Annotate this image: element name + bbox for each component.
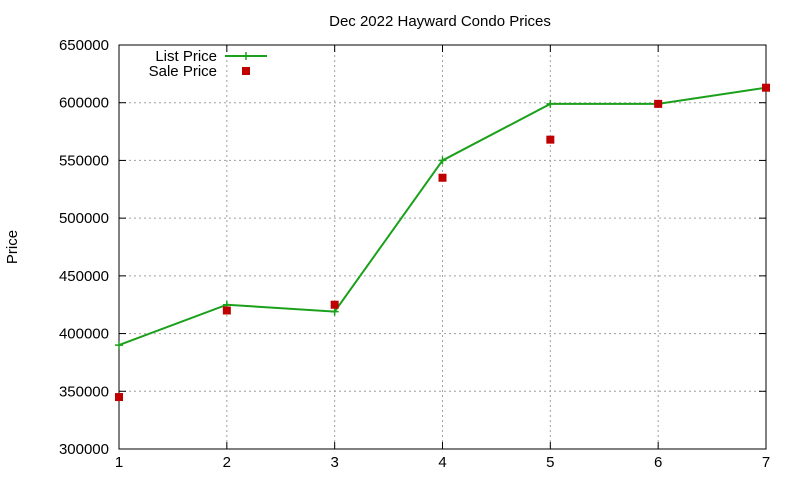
marker-list-price — [330, 307, 339, 316]
marker-list-price — [546, 99, 555, 108]
x-tick-label: 5 — [546, 454, 554, 471]
marker-list-price — [115, 341, 123, 350]
y-tick-label: 600000 — [59, 95, 109, 112]
marker-sale-price — [762, 83, 770, 92]
y-tick-label: 500000 — [59, 210, 109, 227]
series-layer — [115, 83, 770, 402]
y-tick-label: 450000 — [59, 268, 109, 285]
legend-label-sale-price: Sale Price — [149, 63, 217, 80]
x-tick-label: 6 — [654, 454, 662, 471]
x-tick-label: 7 — [762, 454, 770, 471]
marker-sale-price — [330, 300, 339, 309]
tick-layer: 300000 350000 400000 450000 500000 550000 6000… — [59, 37, 770, 471]
x-tick-label: 3 — [330, 454, 338, 471]
marker-sale-price — [115, 393, 123, 402]
y-tick-label: 350000 — [59, 383, 109, 400]
chart-title: Dec 2022 Hayward Condo Prices — [329, 13, 551, 30]
x-tick-label: 1 — [115, 454, 123, 471]
y-tick-label: 300000 — [59, 441, 109, 458]
grid-layer — [119, 45, 766, 449]
x-tick-label: 4 — [438, 454, 446, 471]
legend: List Price Sale Price — [149, 48, 267, 80]
marker-sale-price — [222, 306, 231, 315]
y-axis-label: Price — [4, 230, 21, 264]
marker-sale-price — [546, 135, 555, 144]
plot-frame — [118, 44, 767, 450]
y-tick-label: 550000 — [59, 152, 109, 169]
legend-swatch-sale-price — [242, 67, 250, 75]
legend-label-list-price: List Price — [155, 48, 217, 65]
marker-list-price — [438, 156, 447, 165]
x-tick-label: 2 — [223, 454, 231, 471]
marker-sale-price — [654, 99, 663, 108]
y-tick-label: 400000 — [59, 326, 109, 343]
y-tick-label: 650000 — [59, 37, 109, 54]
marker-sale-price — [438, 173, 447, 182]
